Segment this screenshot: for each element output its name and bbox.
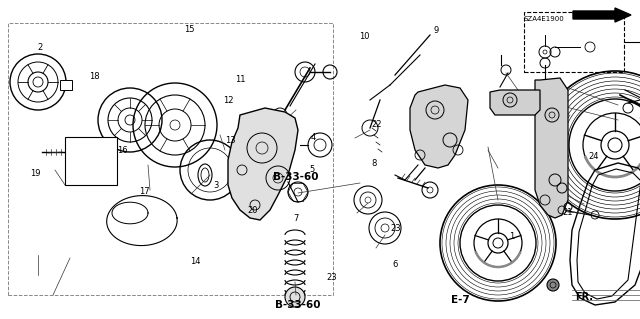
Text: 16: 16 bbox=[118, 146, 128, 155]
Text: 10: 10 bbox=[360, 32, 370, 41]
Text: 1: 1 bbox=[509, 232, 515, 241]
Text: 11: 11 bbox=[236, 75, 246, 84]
Text: FR.: FR. bbox=[575, 292, 593, 302]
Text: 2: 2 bbox=[37, 43, 42, 52]
Text: 14: 14 bbox=[190, 257, 200, 266]
Text: 18: 18 bbox=[90, 72, 100, 81]
Text: 9: 9 bbox=[434, 26, 439, 35]
Text: 17: 17 bbox=[139, 187, 149, 196]
Text: 15: 15 bbox=[184, 25, 195, 34]
FancyArrow shape bbox=[573, 8, 631, 22]
Circle shape bbox=[285, 287, 305, 307]
Text: SZA4E1900: SZA4E1900 bbox=[524, 16, 564, 22]
Bar bbox=[524, 12, 624, 72]
Bar bbox=[65, 137, 117, 185]
Bar bbox=[8, 23, 333, 295]
Text: 23: 23 bbox=[326, 273, 337, 282]
Text: 7: 7 bbox=[293, 214, 298, 223]
Text: 5: 5 bbox=[310, 165, 315, 174]
Text: 20: 20 bbox=[247, 206, 257, 215]
Text: B-33-60: B-33-60 bbox=[273, 172, 319, 182]
Polygon shape bbox=[535, 78, 568, 218]
Circle shape bbox=[547, 279, 559, 291]
Text: 22: 22 bbox=[371, 120, 381, 129]
Text: B-33-60: B-33-60 bbox=[275, 300, 321, 310]
Text: 19: 19 bbox=[30, 169, 40, 178]
Text: 13: 13 bbox=[225, 136, 236, 145]
Text: 3: 3 bbox=[214, 181, 219, 189]
Text: 21: 21 bbox=[563, 208, 573, 217]
Text: 24: 24 bbox=[589, 152, 599, 161]
Text: 12: 12 bbox=[223, 96, 234, 105]
Polygon shape bbox=[228, 108, 298, 220]
Text: 8: 8 bbox=[371, 159, 376, 168]
Polygon shape bbox=[410, 85, 468, 168]
Text: 4: 4 bbox=[311, 133, 316, 142]
Text: 6: 6 bbox=[393, 260, 398, 269]
Text: 23: 23 bbox=[390, 224, 401, 233]
Bar bbox=[60, 80, 72, 90]
Text: E-7: E-7 bbox=[451, 295, 470, 305]
Polygon shape bbox=[490, 90, 540, 115]
